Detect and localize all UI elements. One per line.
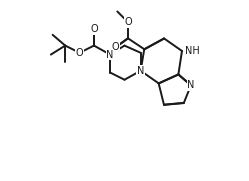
Text: NH: NH <box>185 46 199 56</box>
Text: N: N <box>106 50 114 60</box>
Text: N: N <box>137 66 144 76</box>
Text: N: N <box>187 80 195 90</box>
Text: O: O <box>112 42 119 52</box>
Text: O: O <box>76 48 83 58</box>
Text: O: O <box>124 17 132 27</box>
Text: O: O <box>90 24 98 34</box>
